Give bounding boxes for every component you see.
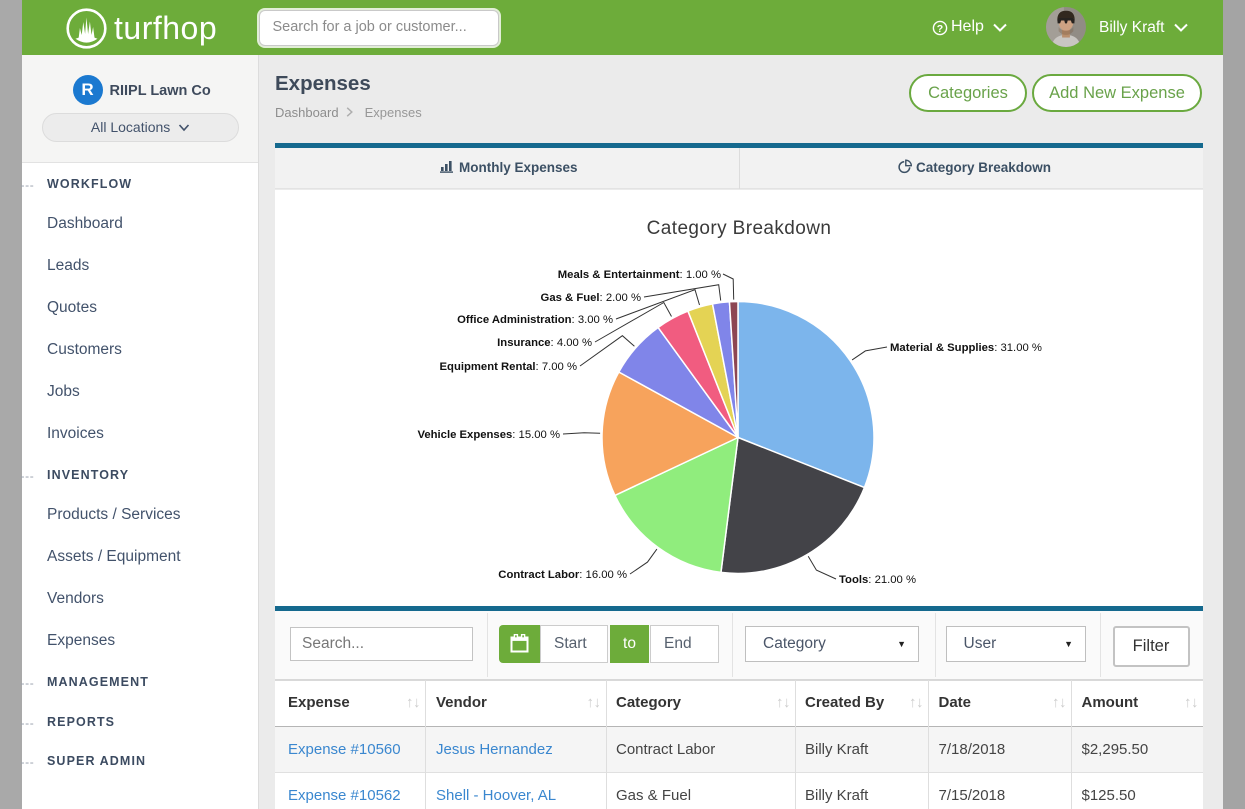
svg-text:Vehicle Expenses: 15.00 %: Vehicle Expenses: 15.00 %	[417, 429, 560, 441]
svg-text:Gas & Fuel: 2.00 %: Gas & Fuel: 2.00 %	[541, 292, 641, 304]
svg-text:Contract Labor: 16.00 %: Contract Labor: 16.00 %	[498, 569, 627, 581]
svg-text:Insurance: 4.00 %: Insurance: 4.00 %	[497, 337, 592, 349]
svg-text:Office Administration: 3.00 %: Office Administration: 3.00 %	[457, 314, 613, 326]
svg-text:Material & Supplies: 31.00 %: Material & Supplies: 31.00 %	[890, 342, 1042, 354]
svg-text:Equipment Rental: 7.00 %: Equipment Rental: 7.00 %	[440, 361, 577, 373]
svg-text:Meals & Entertainment: 1.00 %: Meals & Entertainment: 1.00 %	[558, 269, 721, 281]
svg-text:Category Breakdown: Category Breakdown	[647, 218, 832, 239]
svg-text:Tools: 21.00 %: Tools: 21.00 %	[839, 574, 916, 586]
svg-text:?: ?	[937, 22, 943, 34]
